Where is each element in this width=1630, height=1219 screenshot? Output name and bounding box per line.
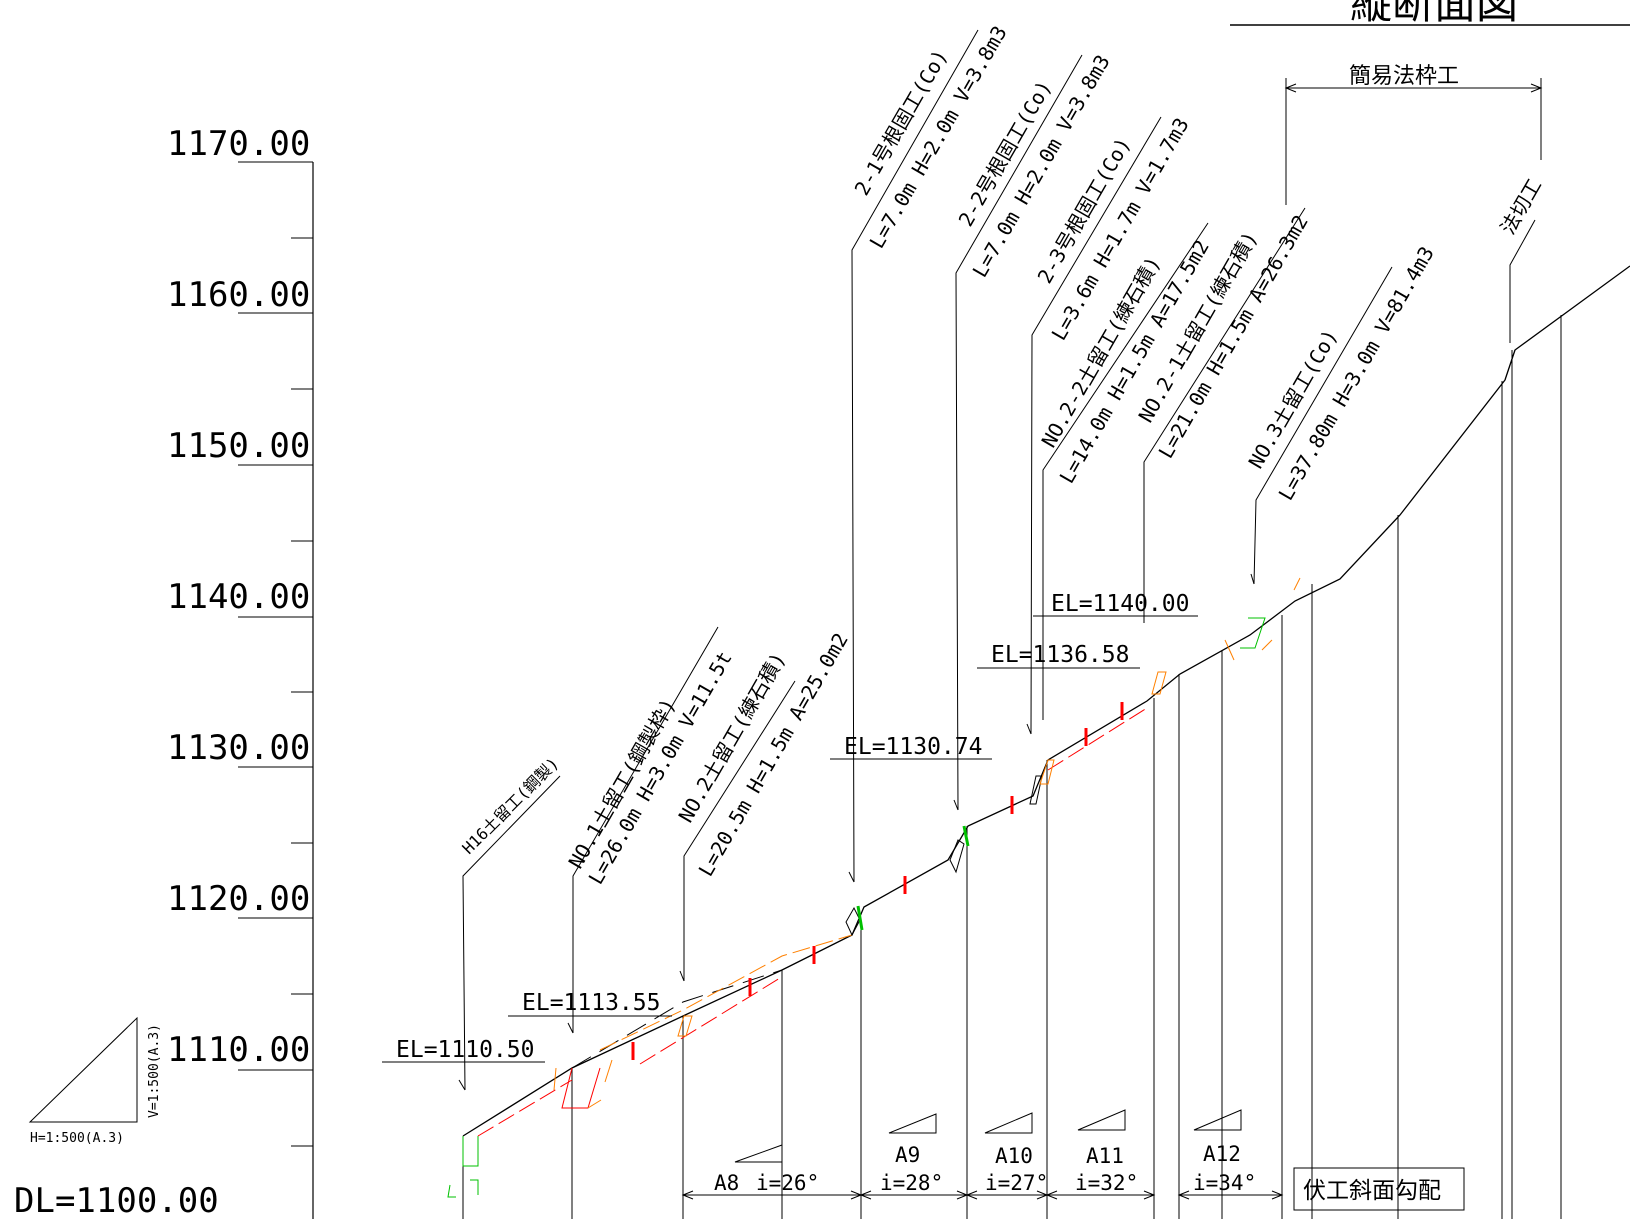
vertical-scale-label: V=1:500(A.3) xyxy=(147,1024,162,1118)
el-label: EL=1140.00 xyxy=(1051,591,1189,617)
callout-texts: 2-1号根固工(Co) L=7.0m H=2.0m V=3.8m3 2-2号根固… xyxy=(458,22,1546,889)
slope-grade: i=26° xyxy=(756,1171,819,1195)
excavation-line xyxy=(599,934,853,1051)
drawing-title: 縦断面図 xyxy=(1350,0,1518,28)
horizontal-scale-label: H=1:500(A.3) xyxy=(30,1131,124,1146)
protection-line xyxy=(477,1079,573,1137)
elevation-label: 1160.00 xyxy=(167,275,310,315)
el-labels: EL=1110.50 EL=1113.55 EL=1130.74 EL=1136… xyxy=(382,591,1198,1063)
slope-grade: i=28° xyxy=(880,1171,943,1195)
slope-grade: i=32° xyxy=(1075,1171,1138,1195)
existing-retaining-wall xyxy=(447,1184,456,1198)
callout-name: H16土留工(鋼製) xyxy=(458,754,562,858)
steel-crib-wall xyxy=(561,1067,601,1109)
el-label: EL=1130.74 xyxy=(844,734,982,760)
slope-annotations: A8 i=26° A9 i=28° A10 i=27° A11 i=32° A1… xyxy=(681,1109,1465,1211)
foundation-block xyxy=(1029,775,1043,805)
callout-name: 法切工 xyxy=(1496,175,1547,239)
slope-area: A9 xyxy=(895,1143,920,1167)
datum-label: DL=1100.00 xyxy=(14,1181,219,1219)
concrete-wall-existing xyxy=(1240,617,1266,649)
excavation-line xyxy=(553,1067,557,1091)
el-label: EL=1113.55 xyxy=(522,990,660,1016)
excavation-line xyxy=(604,1059,613,1083)
protection-line xyxy=(639,977,781,1065)
slope-grade: i=27° xyxy=(985,1171,1048,1195)
elevation-label: 1120.00 xyxy=(167,879,310,919)
elevation-label: 1170.00 xyxy=(167,124,310,164)
callout-leaders xyxy=(458,29,1536,1091)
elevation-label: 1150.00 xyxy=(167,426,310,466)
masonry-wall xyxy=(1039,759,1055,785)
slope-area: A11 xyxy=(1086,1144,1124,1168)
elevation-label: 1130.00 xyxy=(167,728,310,768)
elevation-label: 1110.00 xyxy=(167,1030,310,1070)
excavation-line xyxy=(587,1099,602,1109)
protection-line xyxy=(1047,707,1148,771)
title-block: 縦断面図 xyxy=(1230,0,1630,28)
el-label: EL=1136.58 xyxy=(991,642,1129,668)
masonry-wall xyxy=(1151,671,1167,695)
excavation-line xyxy=(1293,577,1301,591)
top-span-dimension: 簡易法枠工 xyxy=(1284,64,1543,205)
structure-marks xyxy=(447,577,1301,1198)
slope-legend-label: 伏工斜面勾配 xyxy=(1303,1178,1441,1204)
top-span-label: 簡易法枠工 xyxy=(1349,64,1459,89)
excavation-line xyxy=(1224,639,1235,661)
elevation-label: 1140.00 xyxy=(167,577,310,617)
masonry-wall xyxy=(677,1015,693,1037)
foundation-existing xyxy=(856,905,864,931)
existing-retaining-wall xyxy=(470,1179,479,1195)
foundation-existing xyxy=(962,825,970,847)
excavation-line xyxy=(1261,639,1273,651)
slope-grade: i=34° xyxy=(1193,1171,1256,1195)
foundation-block xyxy=(949,839,965,874)
existing-retaining-wall xyxy=(462,1136,479,1167)
section-lines xyxy=(462,315,1562,1219)
slope-area: A8 xyxy=(714,1171,739,1195)
slope-legend-box xyxy=(1293,1167,1465,1211)
slope-area: A12 xyxy=(1203,1142,1241,1166)
slope-area: A10 xyxy=(995,1144,1033,1168)
elevation-ruler: 1170.00 1160.00 1150.00 1140.00 1130.00 … xyxy=(14,124,314,1219)
el-label: EL=1110.50 xyxy=(396,1037,534,1063)
scale-triangle: H=1:500(A.3) V=1:500(A.3) xyxy=(28,1016,162,1146)
